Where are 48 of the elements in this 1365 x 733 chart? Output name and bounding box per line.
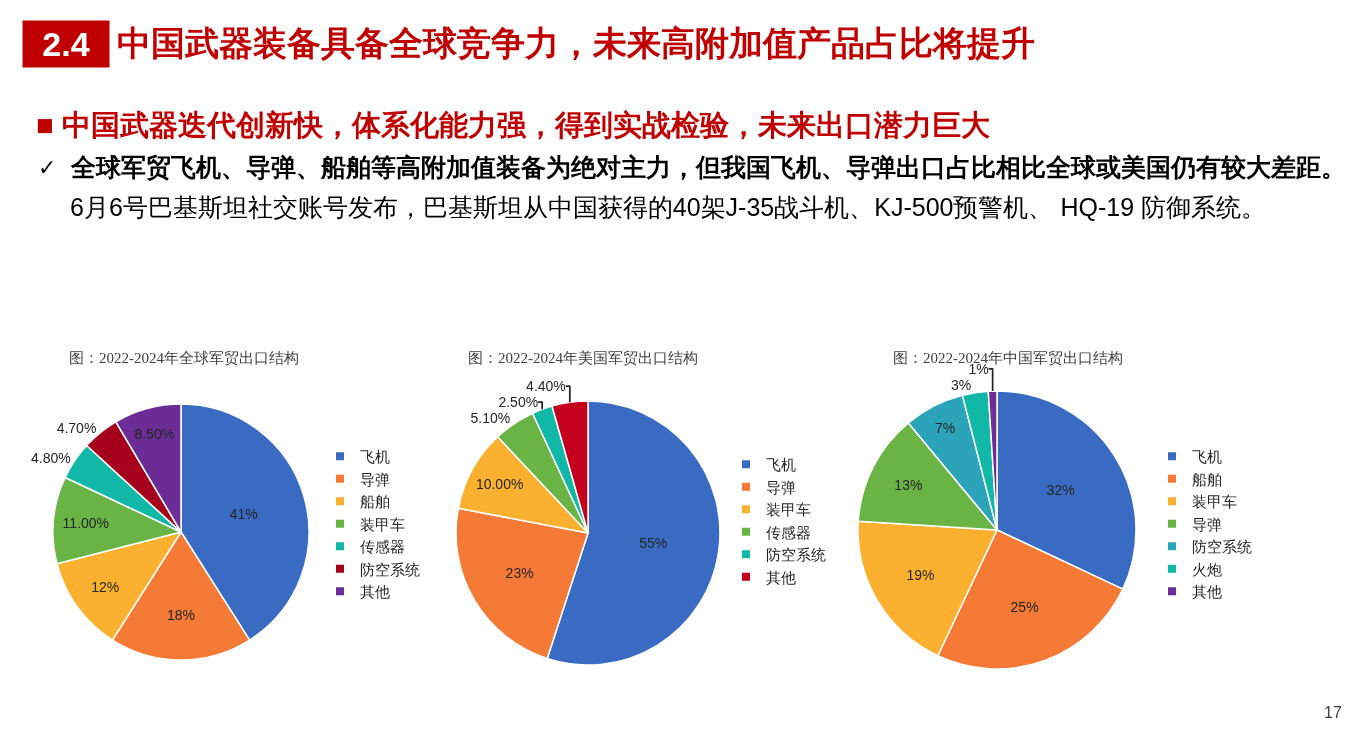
legend-label: 导弹 [360, 470, 390, 488]
data-label: 41% [229, 505, 258, 522]
data-label: 3% [951, 376, 972, 393]
data-label: 32% [1046, 481, 1075, 498]
legend-label: 导弹 [1192, 515, 1222, 533]
legend-label: 飞机 [766, 456, 796, 474]
data-label: 2.50% [498, 394, 539, 411]
data-label: 55% [639, 535, 668, 552]
text: 2.4 [42, 25, 90, 63]
chart-title: 图：2022-2024年美国军贸出口结构 [468, 350, 698, 366]
legend-label: 装甲车 [360, 515, 405, 533]
text: 6月6号巴基斯坦社交账号发布，巴基斯坦从中国获得的40架J-35战斗机、KJ-500预警机、 HQ-19 防御系统。 [70, 193, 1266, 221]
data-label: 25% [1010, 598, 1039, 615]
data-label: 10.00% [475, 476, 524, 493]
data-label: 19% [906, 567, 935, 584]
text: ✓ [38, 155, 57, 180]
data-label: 12% [91, 578, 120, 595]
legend-label: 防空系统 [1192, 538, 1252, 556]
legend-label: 防空系统 [766, 546, 826, 564]
legend-label: 其他 [766, 568, 796, 586]
text: ■ 中国武器迭代创新快，体系化能力强，得到实战检验，未来出口潜力巨大 [36, 109, 991, 141]
data-label: 18% [166, 607, 196, 624]
legend-label: 飞机 [360, 448, 390, 466]
data-label: 11.00% [62, 515, 110, 531]
text: 全球军贸飞机、导弹、船舶等高附加值装备为绝对主力，但我国飞机、导弹出口占比相比全球或美国仍有较大差距。 [70, 153, 1346, 181]
legend-label: 火炮 [1192, 560, 1222, 578]
text: 中国武器装备具备全球竞争力，未来高附加值产品占比将提升 [117, 24, 1035, 62]
data-label: 4.40% [526, 378, 566, 395]
legend-label: 船舶 [360, 493, 390, 511]
data-label: 5.10% [470, 410, 511, 427]
text: 17 [1324, 704, 1342, 721]
legend-label: 装甲车 [766, 501, 811, 519]
legend-label: 传感器 [766, 523, 811, 541]
data-label: 8.50% [134, 426, 175, 443]
data-label: 7% [935, 420, 956, 437]
chart-title: 图：2022-2024年全球军贸出口结构 [69, 350, 299, 366]
legend-label: 其他 [1192, 583, 1222, 601]
legend-label: 传感器 [360, 538, 405, 556]
legend-label: 飞机 [1192, 448, 1222, 466]
legend-label: 船舶 [1192, 470, 1222, 488]
data-label: 13% [894, 476, 923, 493]
data-label: 23% [505, 565, 534, 582]
data-label: 4.70% [56, 419, 97, 436]
legend-label: 导弹 [766, 478, 796, 496]
data-label: 4.80% [30, 450, 71, 467]
legend-label: 其他 [360, 583, 390, 601]
legend-label: 装甲车 [1192, 493, 1237, 511]
legend-label: 防空系统 [360, 560, 420, 578]
